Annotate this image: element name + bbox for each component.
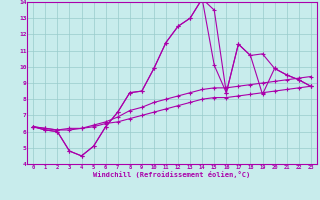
X-axis label: Windchill (Refroidissement éolien,°C): Windchill (Refroidissement éolien,°C) xyxy=(93,171,251,178)
